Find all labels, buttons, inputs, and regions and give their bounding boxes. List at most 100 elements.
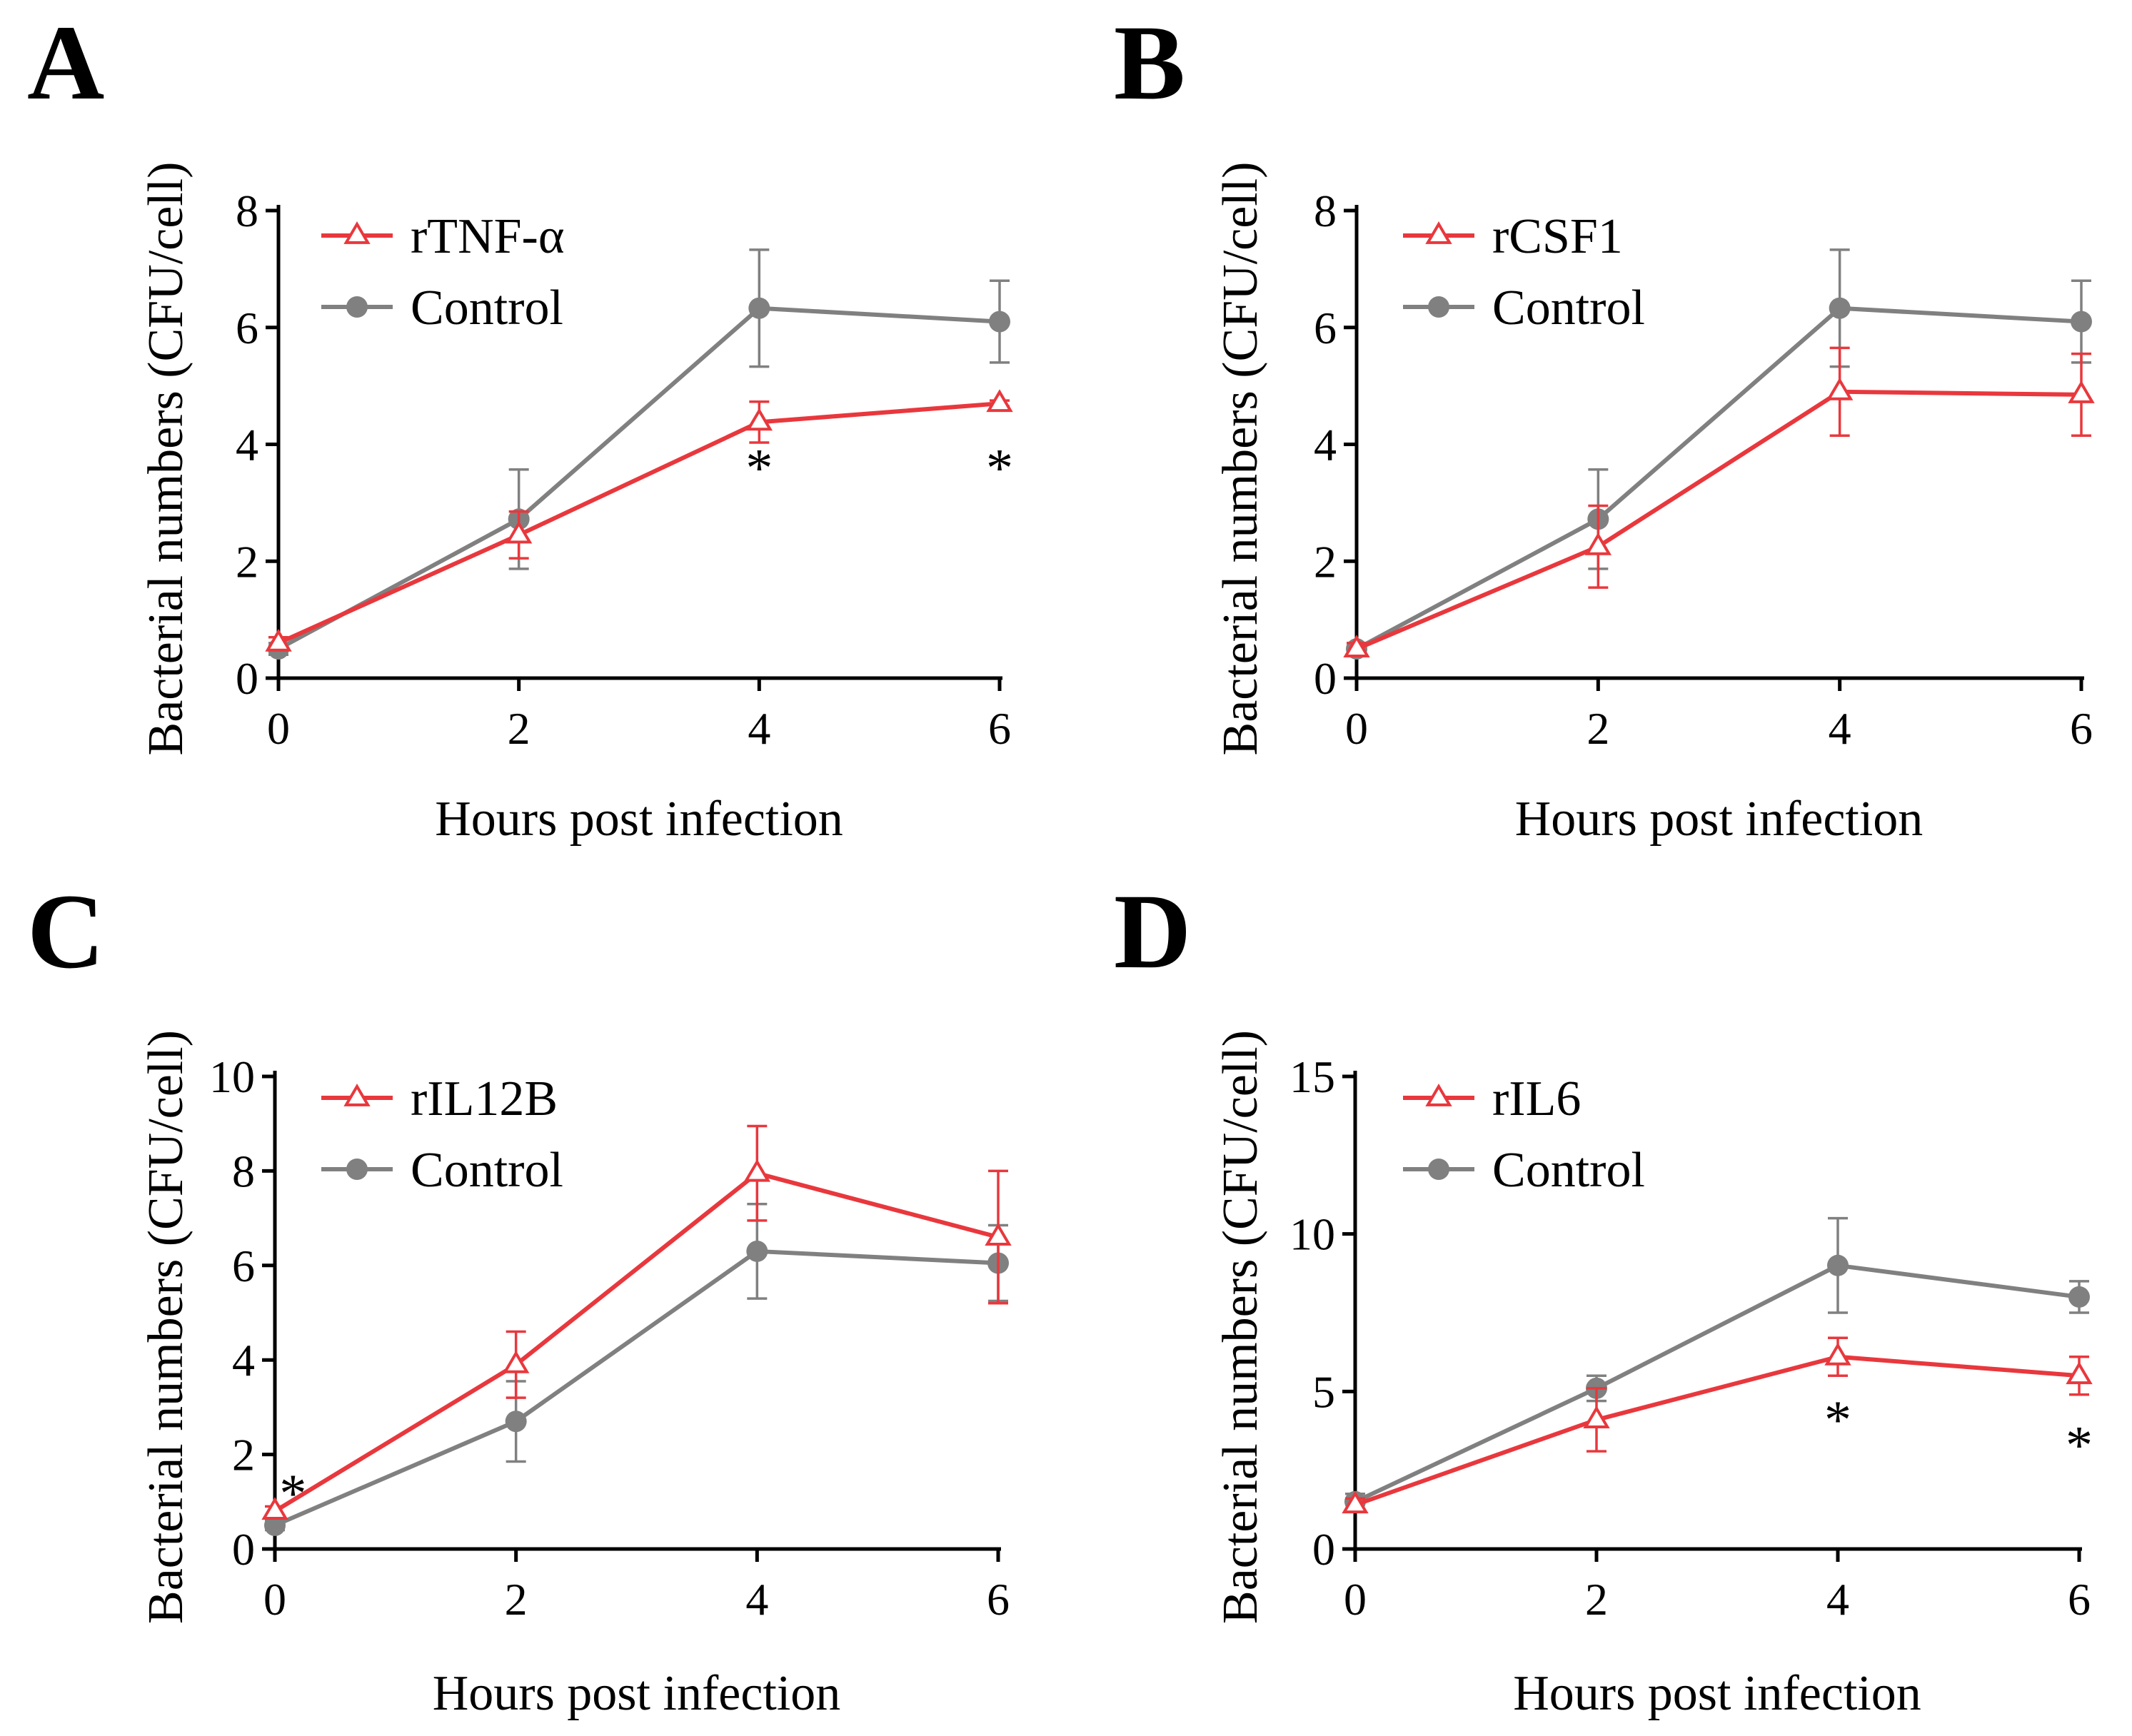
legend-marker — [346, 1159, 368, 1180]
data-point — [986, 389, 1013, 413]
series-control — [264, 1202, 1009, 1536]
x-tick-label: 4 — [1826, 1574, 1849, 1625]
data-point — [1583, 1406, 1610, 1428]
x-tick-label: 2 — [1585, 1574, 1608, 1625]
y-tick-label: 8 — [232, 1146, 255, 1196]
legend-label: Control — [1492, 281, 1645, 335]
y-tick-label: 2 — [1314, 536, 1337, 587]
panel-d: D 0 5 10 15 0 2 4 6 Hours post infection Bacterial… — [1114, 872, 2093, 1721]
data-point — [261, 1497, 288, 1520]
data-point — [985, 1223, 1012, 1246]
data-point — [505, 1410, 527, 1433]
series-line — [277, 306, 1000, 651]
x-axis-title: Hours post infection — [1513, 1666, 1921, 1721]
y-tick-label: 4 — [236, 420, 258, 470]
series-line — [273, 1171, 999, 1513]
y-axis-title: Bacterial numbers (CFU/cell) — [139, 1030, 193, 1624]
panel-letter: C — [27, 872, 104, 991]
x-tick-label: 4 — [1829, 703, 1851, 754]
x-tick-label: 0 — [1344, 1574, 1367, 1625]
y-axis-title: Bacterial numbers (CFU/cell) — [139, 162, 193, 756]
data-point — [505, 520, 533, 544]
x-tick-label: 2 — [1587, 703, 1609, 754]
legend-label: rTNF-α — [411, 209, 565, 264]
y-tick-label: 4 — [232, 1335, 255, 1386]
legend-label: Control — [411, 1143, 563, 1198]
panel-letter: B — [1114, 4, 1185, 122]
series-ril12b — [261, 1124, 1012, 1520]
y-tick-label: 0 — [1314, 653, 1337, 704]
data-point — [502, 1350, 530, 1373]
legend-marker — [343, 1084, 371, 1106]
y-tick-label: 2 — [232, 1430, 255, 1480]
x-tick-label: 2 — [508, 703, 531, 754]
legend-marker — [1425, 1084, 1452, 1106]
data-point — [1824, 1342, 1851, 1366]
x-tick-label: 4 — [745, 1574, 768, 1625]
data-point — [746, 1240, 768, 1262]
y-tick-label: 5 — [1312, 1366, 1335, 1417]
y-tick-label: 10 — [1289, 1209, 1335, 1260]
significance-marker: * — [1824, 1391, 1851, 1450]
panel-b: B 0 2 4 6 8 0 2 4 6 Hours post infection Bacterial … — [1114, 4, 2095, 847]
data-point — [1827, 1254, 1849, 1276]
series-line — [273, 1248, 999, 1528]
x-tick-label: 6 — [987, 1574, 1010, 1625]
y-tick-label: 0 — [1312, 1524, 1335, 1575]
x-axis-title: Hours post infection — [1515, 792, 1924, 847]
legend-marker — [1428, 1159, 1449, 1180]
y-tick-label: 10 — [209, 1051, 255, 1102]
legend-marker — [346, 296, 368, 318]
legend-label: Control — [1492, 1143, 1645, 1198]
data-point — [745, 408, 773, 431]
series-line — [1355, 306, 2082, 651]
series-control — [1346, 248, 2092, 660]
significance-marker: * — [2066, 1415, 2093, 1475]
significance-marker: * — [986, 438, 1013, 498]
data-point — [1826, 377, 1854, 400]
y-tick-label: 4 — [1314, 420, 1337, 470]
y-tick-label: 15 — [1289, 1051, 1335, 1102]
legend-label: rIL12B — [411, 1071, 558, 1126]
legend-marker — [1425, 221, 1452, 244]
data-point — [2066, 1361, 2093, 1385]
y-tick-label: 6 — [232, 1241, 255, 1291]
legend-marker — [1428, 296, 1449, 318]
y-tick-label: 6 — [1314, 303, 1337, 353]
legend-label: Control — [411, 281, 563, 335]
panel-letter: D — [1114, 872, 1191, 991]
significance-marker: * — [279, 1463, 306, 1523]
data-point — [989, 311, 1010, 333]
y-tick-label: 6 — [236, 303, 258, 353]
series-line — [1355, 389, 2082, 651]
significance-marker: * — [745, 438, 773, 498]
legend-marker — [343, 221, 371, 244]
series-line — [1354, 1354, 2080, 1508]
series-rtnf — [265, 389, 1013, 652]
y-axis-title: Bacterial numbers (CFU/cell) — [1213, 1030, 1268, 1624]
legend: rCSF1 Control — [1403, 209, 1645, 335]
legend-label: rCSF1 — [1492, 209, 1623, 264]
y-tick-label: 2 — [236, 536, 258, 587]
x-tick-label: 0 — [267, 703, 290, 754]
x-axis-title: Hours post infection — [435, 792, 843, 847]
data-point — [1343, 635, 1370, 657]
series-rcsf1 — [1343, 346, 2095, 657]
x-tick-label: 4 — [748, 703, 770, 754]
data-point — [1584, 532, 1612, 555]
data-point — [2071, 311, 2092, 333]
legend: rTNF-α Control — [321, 209, 565, 335]
panel-letter: A — [27, 4, 104, 122]
data-point — [265, 628, 292, 652]
series-line — [1354, 1263, 2080, 1504]
legend: rIL6 Control — [1403, 1071, 1645, 1198]
y-tick-label: 8 — [236, 186, 258, 236]
x-tick-label: 6 — [2068, 1574, 2091, 1625]
y-axis-title: Bacterial numbers (CFU/cell) — [1213, 162, 1268, 756]
data-point — [2068, 380, 2095, 403]
legend-label: rIL6 — [1492, 1071, 1581, 1126]
y-tick-label: 8 — [1314, 186, 1337, 236]
series-line — [277, 401, 1000, 645]
data-point — [264, 1514, 286, 1536]
